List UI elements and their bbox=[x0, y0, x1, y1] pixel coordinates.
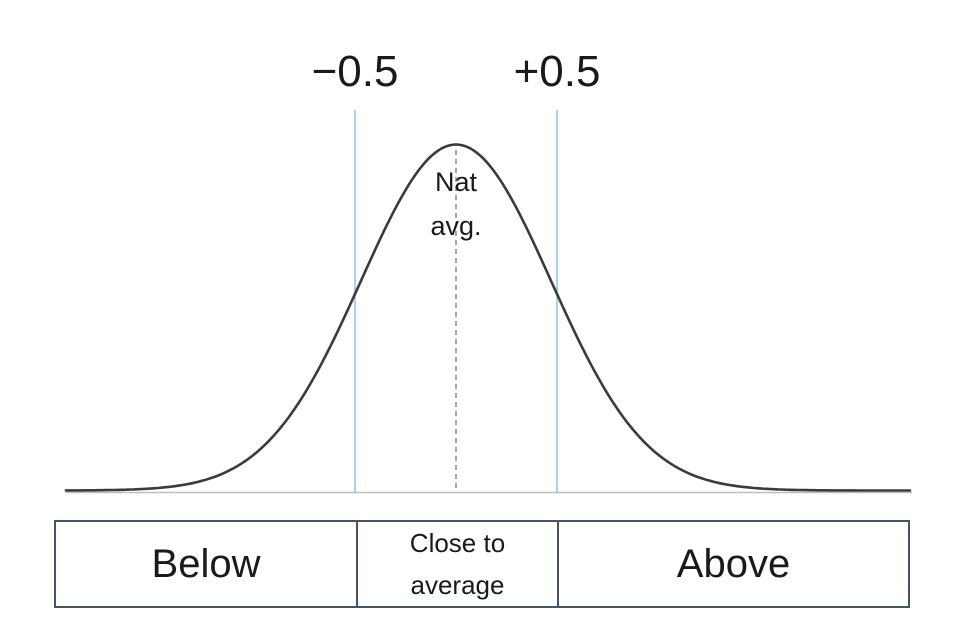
mean-label-line1: Nat bbox=[434, 167, 478, 197]
band-below-label: Below bbox=[151, 541, 261, 586]
band-below: Below bbox=[56, 522, 356, 606]
band-close-label-line1: Close to bbox=[409, 528, 506, 558]
band-above: Above bbox=[557, 522, 908, 606]
category-band-table: Below Close to average Above bbox=[54, 520, 910, 608]
band-close-label-line2: average bbox=[410, 570, 505, 600]
mean-label-line2: avg. bbox=[430, 211, 482, 241]
band-above-label: Above bbox=[676, 541, 791, 586]
bell-curve bbox=[64, 143, 912, 492]
band-close-to-average: Close to average bbox=[356, 522, 557, 606]
mean-label: Nat avg. bbox=[430, 160, 481, 248]
threshold-label-negative: −0.5 bbox=[311, 47, 399, 96]
threshold-label-positive: +0.5 bbox=[513, 47, 601, 96]
